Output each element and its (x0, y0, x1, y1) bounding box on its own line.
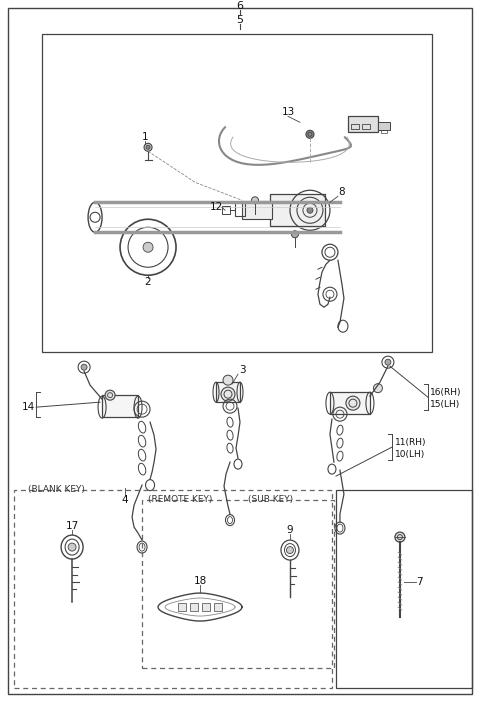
Circle shape (395, 532, 405, 542)
Text: 1: 1 (142, 132, 148, 143)
Circle shape (68, 543, 76, 551)
Circle shape (291, 231, 299, 238)
Bar (202, 603, 210, 611)
Bar (14, 490, 332, 688)
Text: 14: 14 (22, 402, 35, 412)
Bar (330, 392, 370, 414)
Bar (336, 490, 472, 688)
Text: 10(LH): 10(LH) (395, 450, 425, 458)
Text: 17: 17 (65, 521, 79, 531)
Text: 4: 4 (122, 495, 128, 505)
Text: 16(RH): 16(RH) (430, 388, 461, 397)
Bar (381, 131, 387, 133)
Circle shape (223, 375, 233, 385)
Circle shape (144, 143, 152, 152)
Circle shape (105, 390, 115, 400)
Text: 18: 18 (193, 576, 207, 586)
Text: 2: 2 (145, 277, 151, 287)
Circle shape (143, 242, 153, 252)
Circle shape (307, 207, 313, 213)
Text: 8: 8 (338, 187, 345, 197)
Text: 12: 12 (209, 202, 223, 212)
Circle shape (373, 384, 383, 392)
Bar (216, 382, 240, 402)
Text: 15(LH): 15(LH) (430, 399, 460, 409)
Circle shape (287, 547, 293, 554)
Circle shape (385, 359, 391, 365)
Circle shape (346, 396, 360, 410)
Bar (142, 500, 334, 668)
Bar (242, 201, 272, 219)
Bar (235, 202, 245, 216)
Text: 9: 9 (287, 525, 293, 535)
Bar (362, 124, 370, 129)
Text: 6: 6 (237, 1, 243, 11)
Circle shape (252, 197, 259, 204)
Text: 7: 7 (417, 577, 423, 587)
Bar (378, 122, 390, 131)
Bar (351, 124, 359, 129)
Text: 11(RH): 11(RH) (395, 437, 426, 446)
Bar (190, 603, 198, 611)
Bar (42, 34, 432, 352)
Bar (222, 206, 230, 214)
Text: (REMOTE KEY): (REMOTE KEY) (148, 495, 213, 504)
Bar (102, 395, 138, 417)
Text: 5: 5 (237, 15, 243, 25)
Bar (214, 603, 222, 611)
Bar (178, 603, 186, 611)
Bar (270, 194, 325, 226)
Text: (BLANK KEY): (BLANK KEY) (28, 485, 85, 494)
Bar (348, 117, 378, 132)
Circle shape (81, 364, 87, 370)
Circle shape (146, 145, 150, 150)
Circle shape (221, 388, 235, 401)
Text: 13: 13 (281, 107, 295, 117)
Text: 3: 3 (239, 365, 245, 375)
Text: (SUB KEY): (SUB KEY) (248, 495, 293, 504)
Circle shape (306, 131, 314, 138)
